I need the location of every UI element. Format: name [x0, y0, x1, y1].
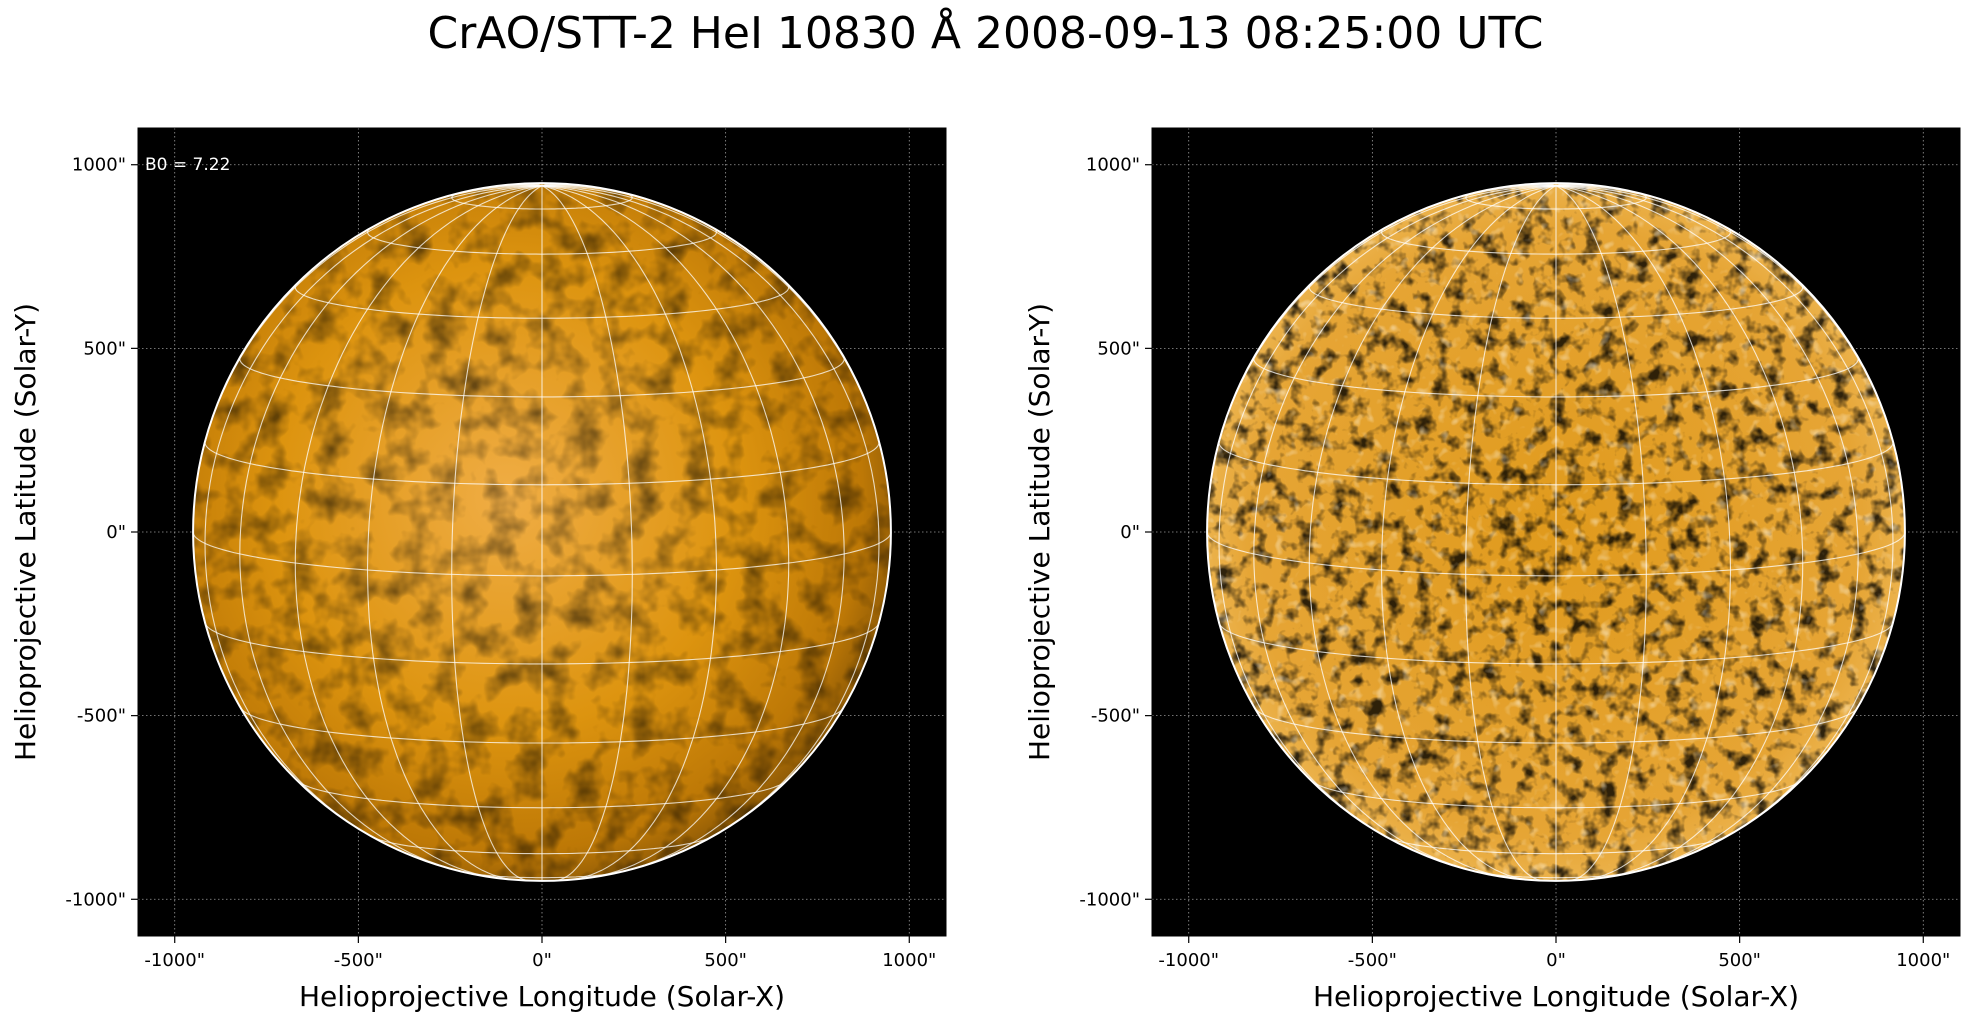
grid-line — [239, 356, 845, 398]
x-tick-label: 500" — [1718, 950, 1761, 971]
grid-line — [541, 185, 880, 844]
x-axis-label: Helioprojective Longitude (Solar-X) — [299, 980, 785, 1013]
y-tick-label: 1000" — [72, 155, 126, 176]
x-tick-label: -1000" — [1158, 950, 1219, 971]
x-tick-label: 0" — [1546, 950, 1566, 971]
y-tick-label: 500" — [1097, 338, 1140, 359]
grid-line — [297, 780, 787, 809]
grid-line — [541, 185, 845, 872]
solar-disk-panel-right: -1000" -500" 0" 500" 1000" 1000" 500" 0" -500" -1… — [1023, 127, 1961, 1013]
grid-line — [1555, 185, 1894, 844]
x-tick-label: -1000" — [144, 950, 205, 971]
grid-line — [1218, 185, 1557, 844]
grid-line — [241, 708, 843, 744]
grid-line — [1555, 185, 1804, 878]
x-tick-label: -500" — [334, 950, 383, 971]
x-tick-label: 0" — [532, 950, 552, 971]
grid-line — [1380, 227, 1732, 255]
grid-line — [541, 185, 718, 881]
x-tick-label: 500" — [704, 950, 747, 971]
y-tick-label: 500" — [83, 338, 126, 359]
grid-line — [366, 185, 543, 881]
grid-line — [372, 836, 712, 855]
y-tick-label: 0" — [106, 522, 126, 543]
y-tick-label: -1000" — [1079, 889, 1140, 910]
grid-line — [1206, 531, 1906, 577]
grid-line — [366, 227, 718, 255]
grid-line — [1555, 185, 1732, 881]
y-tick-label: -1000" — [65, 889, 126, 910]
grid-line — [463, 871, 621, 879]
grid-line — [1253, 185, 1557, 872]
grid-line — [541, 185, 633, 882]
grid-line — [1380, 185, 1557, 881]
grid-line — [204, 442, 880, 486]
x-tick-label: 1000" — [1896, 950, 1950, 971]
figure-title: CrAO/STT-2 HeI 10830 Å 2008-09-13 08:25:… — [427, 8, 1544, 59]
y-tick-label: -500" — [77, 706, 126, 727]
b0-annotation: B0 = 7.22 — [145, 155, 230, 175]
grid-line — [451, 191, 633, 210]
grid-line — [204, 622, 880, 665]
grid-line — [294, 185, 543, 878]
grid-line — [1386, 836, 1726, 855]
grid-line — [1308, 185, 1557, 878]
grid-line — [239, 185, 543, 872]
y-axis-label: Helioprojective Latitude (Solar-Y) — [1023, 303, 1056, 761]
x-tick-label: -500" — [1348, 950, 1397, 971]
grid-line — [1465, 185, 1557, 882]
grid-line — [1255, 708, 1857, 744]
y-tick-label: -500" — [1091, 706, 1140, 727]
grid-line — [294, 283, 790, 319]
y-tick-label: 0" — [1120, 522, 1140, 543]
grid-line — [204, 185, 543, 844]
grid-line — [192, 531, 892, 577]
solar-disk-panel-left: B0 = 7.22 -1000" -500" 0" 500" 1000" 1000" 500… — [9, 127, 947, 1013]
y-axis-label: Helioprojective Latitude (Solar-Y) — [9, 303, 42, 761]
grid-line — [1218, 622, 1894, 665]
solar-limb — [1206, 182, 1906, 882]
y-tick-label: 1000" — [1086, 155, 1140, 176]
grid-line — [1218, 442, 1894, 486]
grid-line — [1308, 283, 1804, 319]
grid-line — [1477, 871, 1635, 879]
grid-line — [1311, 780, 1801, 809]
x-tick-label: 1000" — [882, 950, 936, 971]
grid-line — [1555, 185, 1859, 872]
x-axis-label: Helioprojective Longitude (Solar-X) — [1313, 980, 1799, 1013]
grid-line — [1555, 185, 1647, 882]
grid-line — [541, 185, 790, 878]
grid-line — [1253, 356, 1859, 398]
grid-line — [1465, 191, 1647, 210]
grid-line — [451, 185, 543, 882]
solar-limb — [192, 182, 892, 882]
